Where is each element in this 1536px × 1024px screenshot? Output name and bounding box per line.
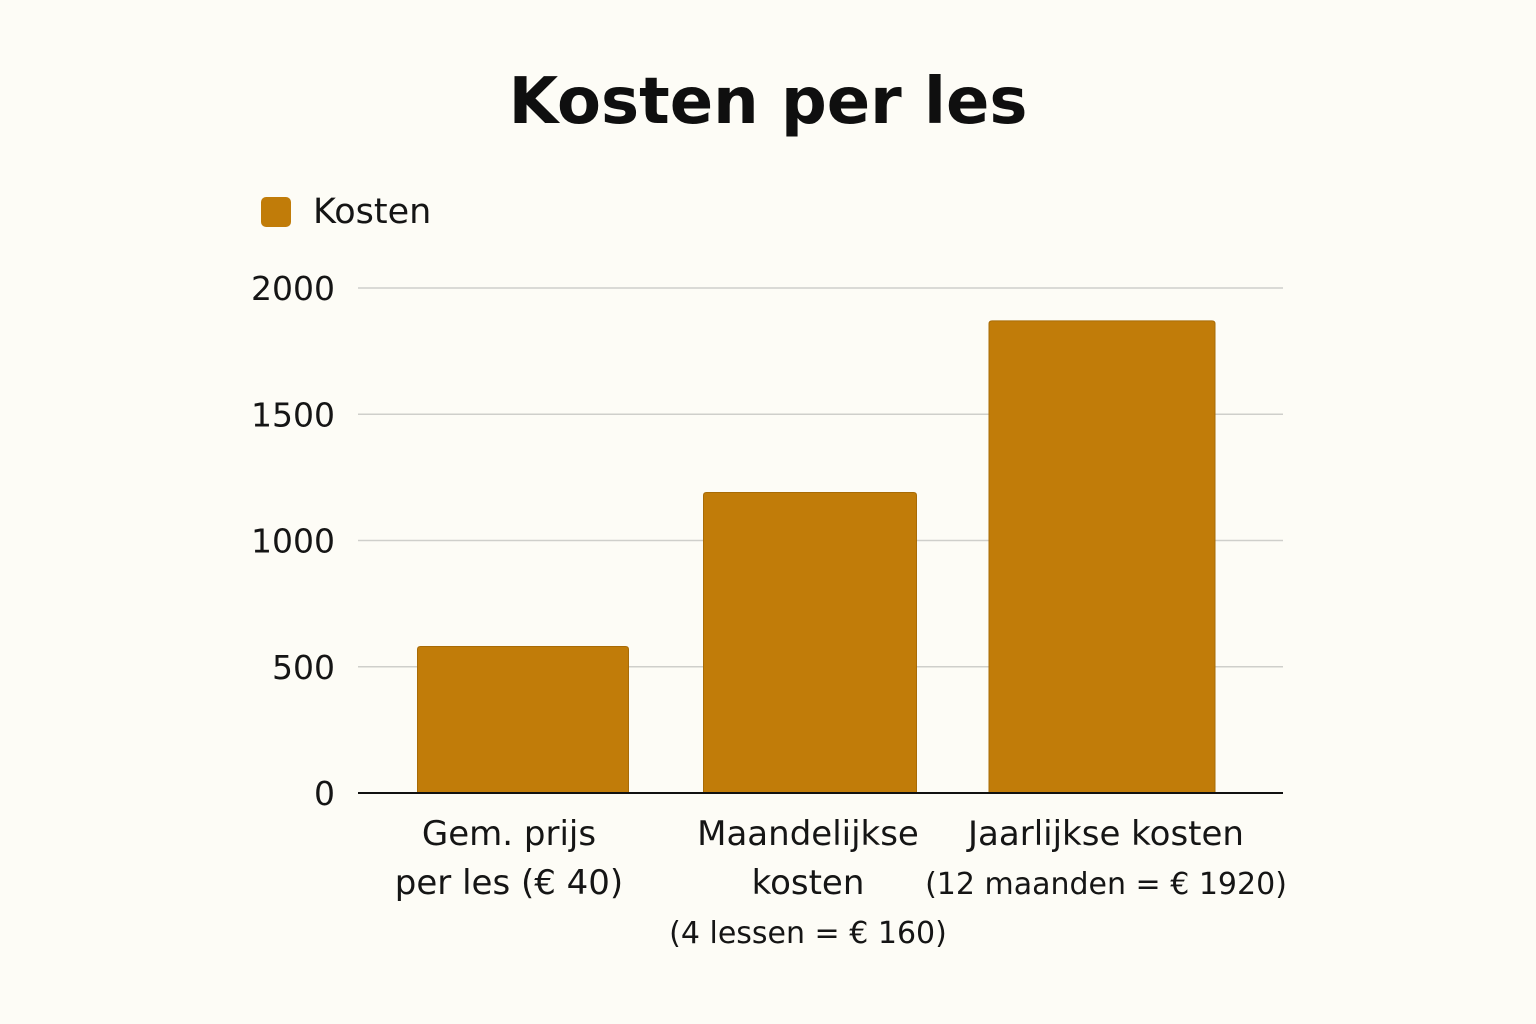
legend: Kosten <box>261 190 431 234</box>
legend-label: Kosten <box>313 192 432 232</box>
y-tick-label-0: 0 <box>314 774 335 813</box>
x-tick-label-line: kosten <box>752 863 865 903</box>
y-tick-label-1000: 1000 <box>251 522 335 561</box>
chart-title: Kosten per les <box>508 65 1028 139</box>
legend-swatch <box>261 197 291 227</box>
x-tick-label-line: (4 lessen = € 160) <box>669 916 947 951</box>
y-tick-label-2000: 2000 <box>251 269 335 308</box>
x-tick-label-line: (12 maanden = € 1920) <box>925 867 1287 902</box>
bar-2 <box>703 492 917 794</box>
x-tick-label-line: Maandelijkse <box>697 814 919 854</box>
x-tick-label-1: Gem. prijs per les (€ 40) <box>395 814 623 903</box>
x-tick-label-3: Jaarlijkse kosten (12 maanden = € 1920) <box>925 814 1287 902</box>
x-tick-label-line: Gem. prijs <box>422 814 596 854</box>
bar-3 <box>988 320 1216 794</box>
y-tick-label-1500: 1500 <box>251 395 335 434</box>
x-tick-label-line: per les (€ 40) <box>395 863 623 903</box>
y-tick-label-500: 500 <box>272 648 335 687</box>
x-tick-label-2: Maandelijkse kosten (4 lessen = € 160) <box>669 814 947 951</box>
x-tick-label-line: Jaarlijkse kosten <box>966 814 1244 854</box>
bar-1 <box>417 646 629 794</box>
